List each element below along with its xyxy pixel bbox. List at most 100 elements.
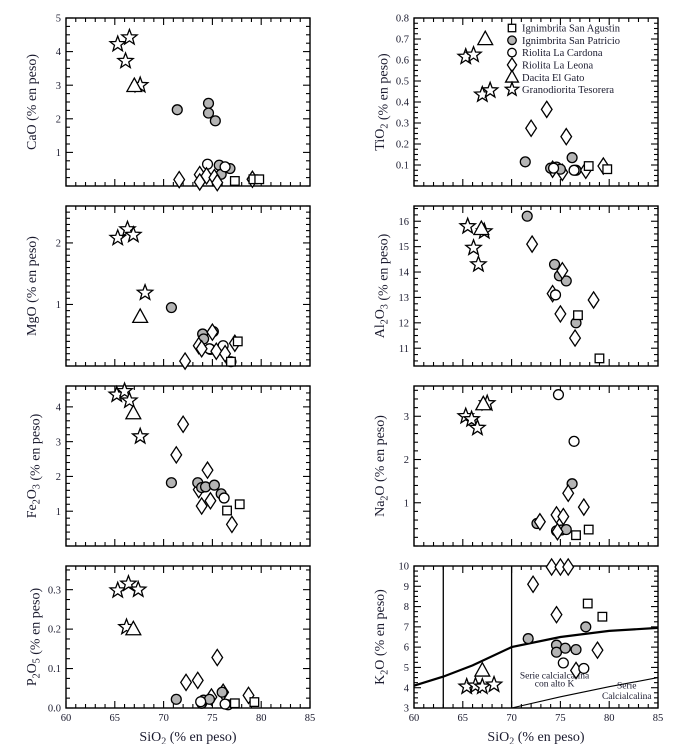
y-tick-label: 13 [399, 293, 410, 304]
marker-circle [549, 289, 562, 301]
series-circle [557, 657, 590, 675]
data-points-cao [108, 27, 265, 192]
series-square [226, 336, 243, 367]
marker-circle [165, 477, 177, 489]
panel-cao: 1 2 3 4 5 CaO (% en peso) [25, 14, 311, 192]
marker-star [120, 27, 139, 46]
y-tick-label: 11 [399, 344, 409, 355]
marker-star [123, 225, 143, 243]
marker-circle [552, 389, 565, 401]
marker-square [582, 598, 593, 609]
series-circle [522, 621, 592, 658]
x-tick-label: 85 [653, 713, 664, 724]
calcalkaline-label-line1: Serie [617, 682, 637, 692]
legend-label: Ignimbrita San Patricio [522, 36, 620, 47]
marker-diamond [177, 415, 190, 434]
series-star [108, 27, 150, 94]
y-tick-label: 0.2 [396, 140, 409, 151]
marker-circle [566, 152, 578, 164]
y-tick-label: 3 [404, 412, 409, 423]
x-tick-label: 65 [458, 713, 469, 724]
marker-diamond [218, 344, 232, 363]
marker-circle [548, 258, 561, 271]
marker-circle [519, 156, 531, 168]
marker-diamond [525, 119, 538, 138]
marker-star [462, 409, 482, 428]
y-axis-label: Fe2O3 (% en peso) [25, 413, 44, 518]
x-tick-label: 60 [61, 713, 72, 724]
marker-star [120, 390, 139, 409]
marker-diamond [525, 234, 539, 254]
x-tick-label: 80 [604, 713, 615, 724]
series-circle [547, 162, 580, 176]
marker-circle [209, 115, 221, 127]
x-tick-label: 80 [256, 713, 267, 724]
marker-square [583, 161, 594, 171]
marker-square [594, 353, 605, 364]
series-star [458, 216, 494, 273]
y-tick-label: 8 [404, 602, 409, 613]
marker-diamond [591, 640, 604, 660]
x-tick-label: 70 [506, 713, 517, 724]
marker-circle [547, 162, 560, 174]
series-diamond [533, 484, 590, 541]
marker-diamond [195, 339, 208, 359]
marker-square [249, 697, 260, 708]
series-diamond [525, 100, 610, 182]
y-axis-label: K2O (% en peso) [373, 589, 391, 685]
marker-diamond [568, 328, 582, 348]
series-circle [218, 492, 230, 504]
y-tick-label: 2 [56, 114, 61, 125]
y-tick-label: 3 [404, 704, 409, 715]
marker-star [108, 34, 128, 53]
series-star [457, 674, 504, 695]
x-axis-label: SiO2 (% en peso) [139, 730, 236, 744]
series-star [108, 573, 148, 636]
data-points-na2o [456, 389, 594, 541]
marker-circle [578, 662, 590, 675]
marker-circle [199, 481, 212, 493]
panel-mgo: 1 2 MgO (% en peso) [25, 205, 311, 371]
marker-square [597, 611, 608, 622]
y-tick-label: 3 [56, 437, 61, 448]
marker-circle [218, 492, 230, 504]
marker-triangle [474, 395, 492, 411]
marker-circle [507, 35, 517, 46]
marker-diamond [201, 460, 214, 480]
marker-star [464, 237, 483, 256]
series-triangle [124, 403, 142, 420]
series-triangle [124, 619, 142, 636]
plot-frame [65, 565, 311, 709]
y-tick-label: 0.3 [48, 585, 61, 596]
plot-frame [65, 205, 311, 367]
marker-diamond [533, 512, 547, 532]
y-tick-label: 12 [399, 318, 410, 329]
marker-circle [195, 696, 207, 708]
legend-label: Riolita La Cardona [522, 48, 603, 59]
y-tick-label: 0.8 [396, 14, 409, 25]
data-points-p2o5 [108, 573, 260, 711]
y-tick-label: 15 [399, 242, 410, 253]
marker-circle [165, 301, 177, 314]
marker-square [602, 164, 613, 175]
high-k-label-line2: con alto K [535, 680, 575, 690]
data-points-k2o [457, 557, 608, 695]
series-circle [195, 696, 231, 710]
x-tick-label: 75 [207, 713, 218, 724]
y-tick-label: 1 [56, 148, 61, 159]
x-tick-label: 85 [305, 713, 316, 724]
marker-star [108, 580, 128, 599]
y-tick-label: 0.7 [396, 35, 409, 46]
marker-diamond [178, 351, 192, 371]
panel-fe2o3: 1 2 3 4 Fe2O3 (% en peso) [25, 381, 311, 547]
marker-square [229, 176, 240, 186]
y-tick-label: 0.5 [396, 77, 409, 88]
y-tick-label: 0.0 [48, 704, 61, 715]
y-tick-label: 6 [404, 643, 409, 654]
marker-diamond [540, 100, 553, 119]
plot-frame [65, 385, 311, 547]
legend-label: Ignimbrita San Agustin [522, 24, 621, 35]
y-tick-label: 4 [56, 47, 62, 58]
marker-diamond [204, 491, 217, 511]
